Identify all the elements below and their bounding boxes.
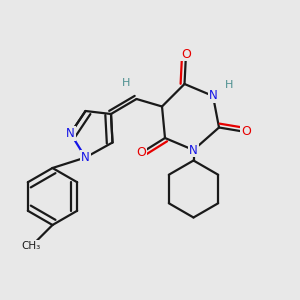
Text: CH₃: CH₃: [22, 241, 41, 251]
Text: O: O: [136, 146, 146, 160]
Text: N: N: [208, 89, 217, 103]
Text: H: H: [122, 78, 130, 88]
Text: O: O: [241, 125, 251, 139]
Text: N: N: [189, 143, 198, 157]
Text: N: N: [66, 127, 75, 140]
Text: N: N: [81, 151, 90, 164]
Text: H: H: [225, 80, 234, 90]
Text: O: O: [181, 47, 191, 61]
